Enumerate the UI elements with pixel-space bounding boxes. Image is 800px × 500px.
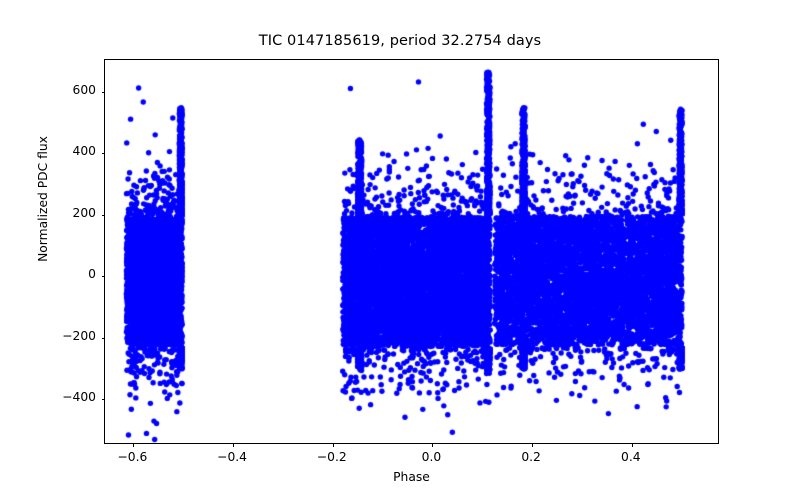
x-tick-label: −0.2 — [316, 450, 347, 464]
x-tick-label: 0.0 — [421, 450, 442, 464]
x-tick-mark — [631, 443, 633, 447]
scatter-plot-canvas — [105, 60, 718, 443]
y-tick-label: 600 — [72, 82, 96, 97]
y-tick-mark — [101, 399, 105, 401]
y-tick-label: −200 — [62, 328, 96, 343]
y-tick-label: −400 — [62, 390, 96, 405]
x-tick-label: 0.4 — [621, 450, 641, 464]
x-tick-label-group: −0.6 −0.4 −0.2 0.0 0.2 0.4 — [104, 450, 719, 468]
x-axis-label: Phase — [393, 470, 430, 484]
y-tick-mark — [101, 337, 105, 339]
x-tick-mark — [532, 443, 534, 447]
y-tick-label: 200 — [72, 205, 96, 220]
x-tick-label: 0.2 — [521, 450, 541, 464]
y-tick-mark — [101, 276, 105, 278]
y-tick-label: 0 — [88, 267, 96, 282]
page-title: TIC 0147185619, period 32.2754 days — [258, 33, 542, 49]
y-tick-mark — [101, 91, 105, 93]
x-tick-mark — [233, 443, 235, 447]
y-tick-label-group: 600 400 200 0 −200 −400 — [30, 59, 96, 444]
plot-axes — [101, 59, 719, 447]
x-tick-mark — [432, 443, 434, 447]
x-tick-label: −0.4 — [217, 450, 248, 464]
y-tick-mark — [101, 214, 105, 216]
x-tick-label: −0.6 — [117, 450, 148, 464]
x-tick-mark — [332, 443, 334, 447]
x-tick-mark — [133, 443, 135, 447]
y-tick-mark — [101, 153, 105, 155]
y-tick-label: 400 — [72, 144, 96, 159]
